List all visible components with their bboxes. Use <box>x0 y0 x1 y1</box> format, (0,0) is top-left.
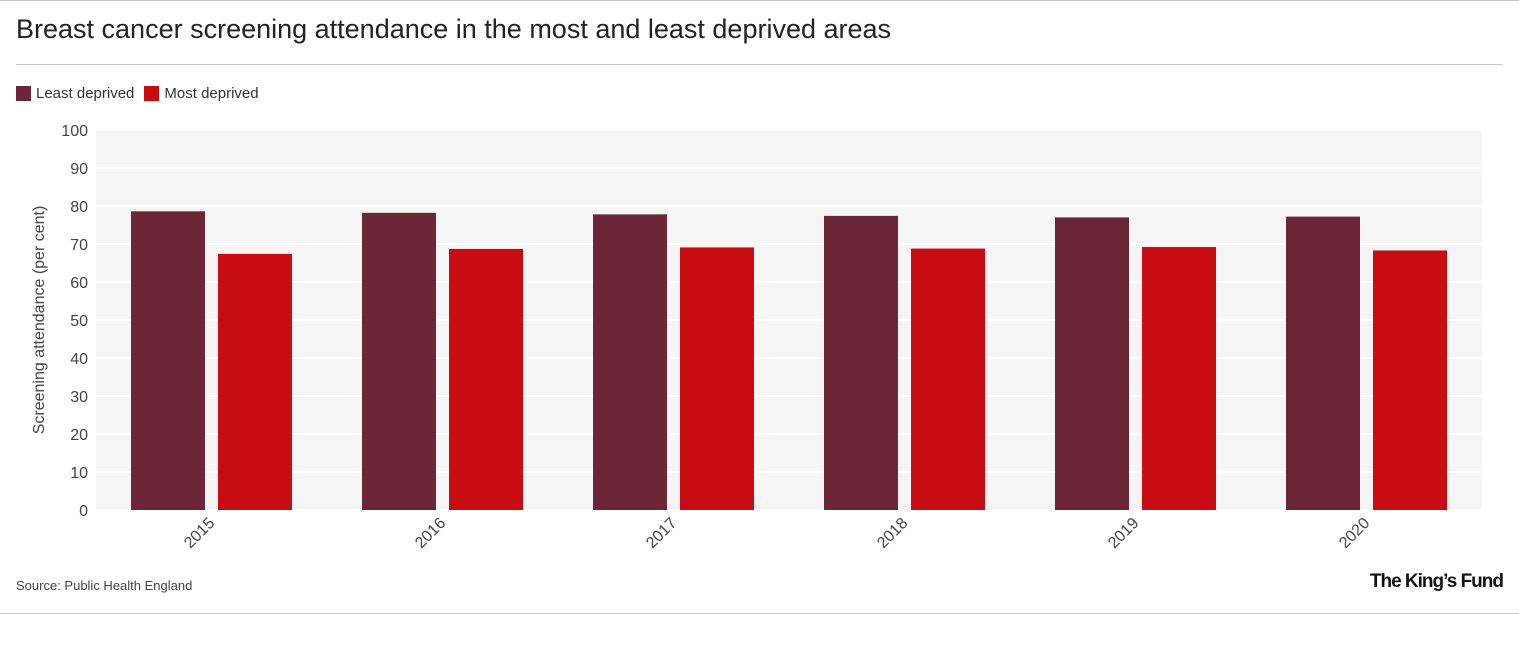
legend: Least deprived Most deprived <box>16 85 269 102</box>
legend-item-most-deprived: Most deprived <box>144 85 259 102</box>
bar-2017-least-deprived <box>593 214 667 511</box>
y-tick-label: 40 <box>70 351 88 368</box>
legend-label-least-deprived: Least deprived <box>36 85 135 102</box>
y-tick-label: 30 <box>70 389 88 406</box>
y-tick-label: 50 <box>70 313 88 330</box>
x-tick-label: 2017 <box>643 515 680 552</box>
source-note: Source: Public Health England <box>16 578 193 593</box>
x-tick-label: 2016 <box>412 515 449 552</box>
y-tick-label: 80 <box>70 199 88 216</box>
brand-logo: The King’s Fund <box>1369 571 1504 592</box>
y-tick-label: 70 <box>70 237 88 254</box>
y-tick-label: 20 <box>70 427 88 444</box>
legend-label-most-deprived: Most deprived <box>164 85 259 102</box>
bar-2017-most-deprived <box>680 247 754 511</box>
y-tick-label: 0 <box>79 503 88 520</box>
x-tick-label: 2019 <box>1105 515 1142 552</box>
y-axis-label: Screening attendance (per cent) <box>31 206 48 435</box>
bar-2018-most-deprived <box>911 248 985 510</box>
bar-2016-least-deprived <box>362 212 436 510</box>
x-tick-label: 2020 <box>1336 515 1373 552</box>
top-divider <box>0 0 1519 1</box>
legend-item-least-deprived: Least deprived <box>16 85 134 102</box>
y-tick-label: 10 <box>70 465 88 482</box>
chart-title: Breast cancer screening attendance in th… <box>16 14 892 44</box>
y-tick-label: 60 <box>70 275 88 292</box>
legend-swatch-most-deprived <box>144 86 160 101</box>
bar-chart: 0 10 20 30 40 50 60 70 80 90 100 Screening attendan… <box>31 123 1447 552</box>
bar-2016-most-deprived <box>449 248 523 510</box>
bar-2020-most-deprived <box>1373 250 1447 510</box>
y-tick-label: 100 <box>61 123 88 140</box>
bottom-divider <box>0 613 1519 614</box>
bar-2020-least-deprived <box>1286 216 1360 510</box>
legend-swatch-least-deprived <box>16 86 31 101</box>
bar-2015-most-deprived <box>218 253 292 510</box>
bar-2015-least-deprived <box>131 211 205 510</box>
y-tick-label: 90 <box>70 161 88 178</box>
bar-2019-least-deprived <box>1055 217 1129 510</box>
title-divider <box>16 64 1503 65</box>
bar-2019-most-deprived <box>1142 247 1216 511</box>
bar-2018-least-deprived <box>824 215 898 510</box>
x-tick-label: 2018 <box>874 515 911 552</box>
x-tick-label: 2015 <box>181 515 218 552</box>
